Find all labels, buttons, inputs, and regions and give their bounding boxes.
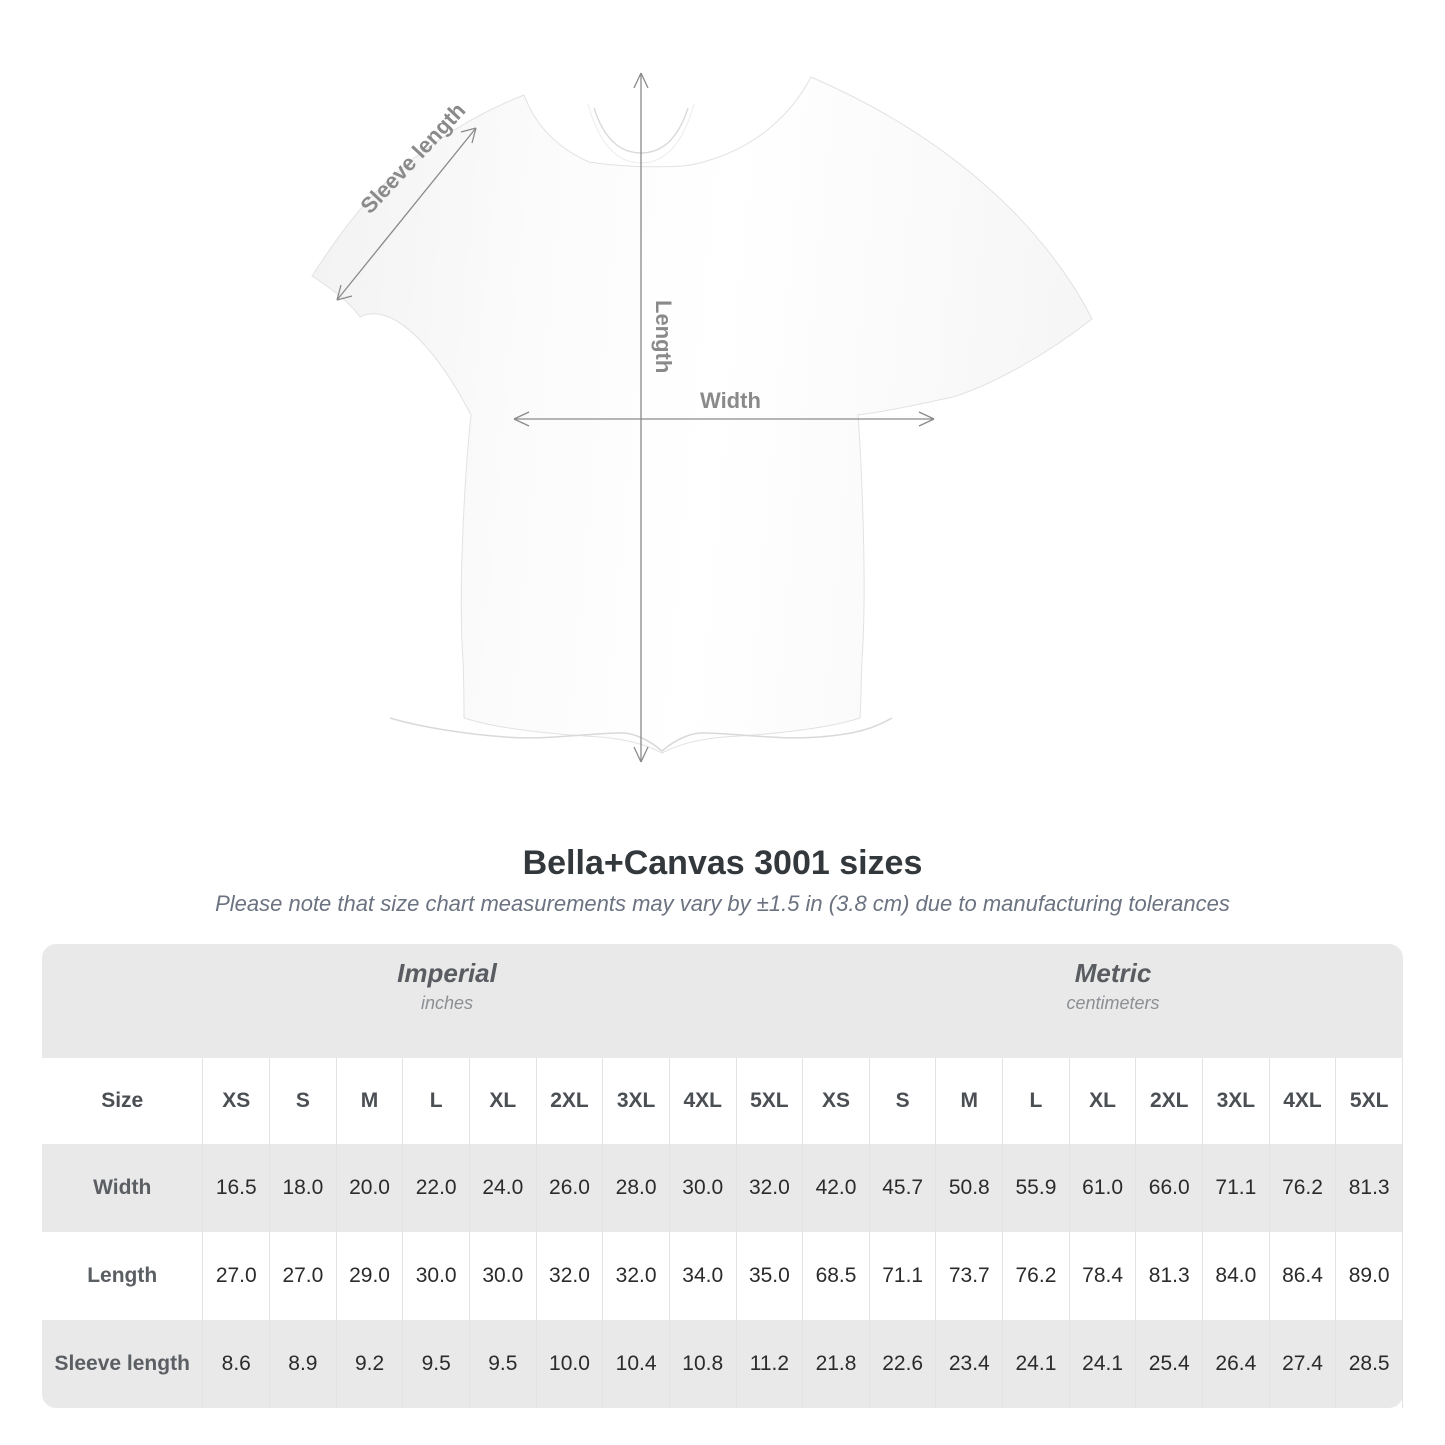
svg-text:Width: Width	[700, 388, 761, 413]
svg-text:Length: Length	[651, 300, 676, 373]
